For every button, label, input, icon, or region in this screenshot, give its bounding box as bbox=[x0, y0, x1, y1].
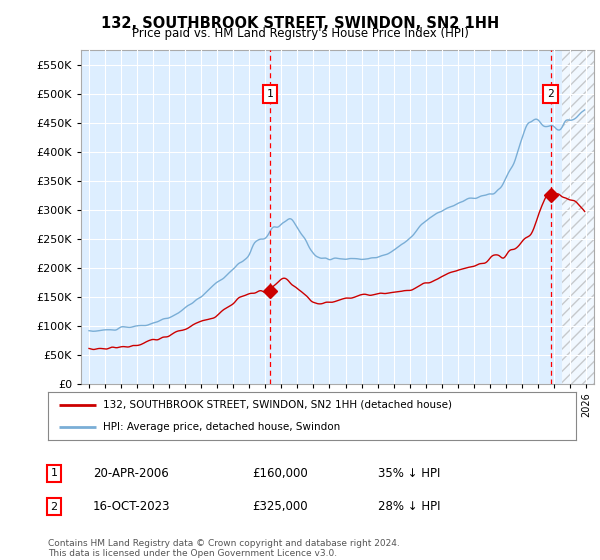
Text: 20-APR-2006: 20-APR-2006 bbox=[93, 466, 169, 480]
Bar bbox=[562, 50, 594, 384]
Text: 132, SOUTHBROOK STREET, SWINDON, SN2 1HH: 132, SOUTHBROOK STREET, SWINDON, SN2 1HH bbox=[101, 16, 499, 31]
Text: 2: 2 bbox=[547, 89, 554, 99]
Text: 1: 1 bbox=[50, 468, 58, 478]
Text: 35% ↓ HPI: 35% ↓ HPI bbox=[378, 466, 440, 480]
Text: Price paid vs. HM Land Registry's House Price Index (HPI): Price paid vs. HM Land Registry's House … bbox=[131, 27, 469, 40]
Text: 1: 1 bbox=[267, 89, 274, 99]
Text: Contains HM Land Registry data © Crown copyright and database right 2024.
This d: Contains HM Land Registry data © Crown c… bbox=[48, 539, 400, 558]
Text: 28% ↓ HPI: 28% ↓ HPI bbox=[378, 500, 440, 514]
Text: £160,000: £160,000 bbox=[252, 466, 308, 480]
Text: 2: 2 bbox=[50, 502, 58, 512]
Text: £325,000: £325,000 bbox=[252, 500, 308, 514]
Text: 16-OCT-2023: 16-OCT-2023 bbox=[93, 500, 170, 514]
Text: HPI: Average price, detached house, Swindon: HPI: Average price, detached house, Swin… bbox=[103, 422, 341, 432]
Text: 132, SOUTHBROOK STREET, SWINDON, SN2 1HH (detached house): 132, SOUTHBROOK STREET, SWINDON, SN2 1HH… bbox=[103, 400, 452, 410]
